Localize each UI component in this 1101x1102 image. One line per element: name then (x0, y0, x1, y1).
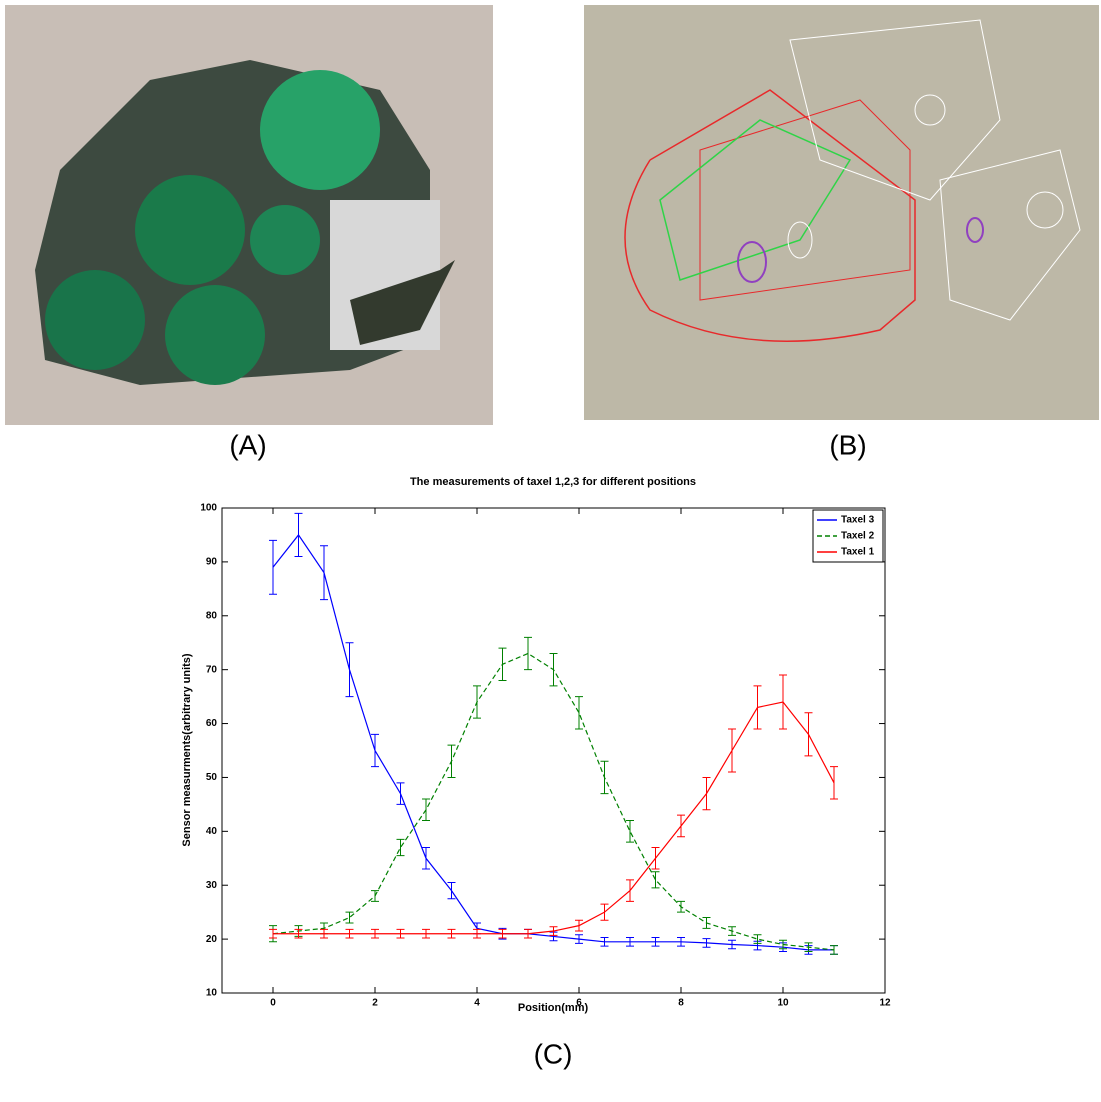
legend-label: Taxel 2 (841, 531, 875, 542)
y-tick-label: 70 (206, 664, 218, 675)
plot-area (221, 507, 886, 994)
error-bar (320, 928, 328, 939)
error-bar (575, 696, 583, 730)
legend-label: Taxel 1 (841, 547, 875, 558)
error-bar (677, 814, 685, 838)
legend-label: Taxel 3 (841, 515, 875, 526)
error-bar (830, 945, 838, 955)
y-tick-label: 100 (200, 503, 217, 514)
error-bar (396, 838, 405, 857)
error-bar (345, 642, 354, 698)
error-bar (779, 939, 787, 950)
error-bar (371, 890, 379, 902)
plot: 0 2 4 6 8 10 12 10 20 30 40 50 60 70 80 90 100 Taxel 3 Tax… (200, 503, 891, 1009)
y-tick-label: 10 (206, 988, 218, 999)
error-bar (651, 847, 660, 870)
error-bar (753, 685, 762, 730)
cad-b (584, 5, 1099, 420)
x-tick-label: 4 (474, 998, 480, 1009)
error-bar (753, 934, 762, 944)
error-bar (702, 938, 711, 948)
x-tick-label: 8 (678, 998, 684, 1009)
error-bar (294, 928, 303, 939)
photo-a (5, 5, 493, 425)
error-bar (269, 928, 277, 939)
y-tick-label: 80 (206, 610, 218, 621)
error-bar (600, 903, 609, 921)
error-bar (575, 919, 583, 932)
error-bar (651, 871, 660, 889)
y-tick-label: 40 (206, 826, 218, 837)
error-bar (830, 766, 838, 800)
error-bar (371, 733, 379, 768)
error-bar (677, 936, 685, 947)
error-bar (447, 882, 456, 900)
error-bar (269, 539, 277, 595)
panel-label: (B) (829, 429, 866, 460)
error-bar (728, 926, 736, 936)
error-bar (702, 917, 711, 929)
y-tick-label: 20 (206, 934, 218, 945)
x-tick-label: 12 (879, 998, 891, 1009)
error-bar (626, 820, 634, 843)
error-bar (447, 928, 456, 939)
error-bar (728, 728, 736, 773)
y-tick-label: 50 (206, 772, 218, 783)
error-bar (804, 942, 813, 953)
y-tick-label: 30 (206, 880, 218, 891)
error-bar (447, 744, 456, 778)
y-tick-label: 90 (206, 557, 218, 568)
error-bar (804, 712, 813, 757)
x-tick-label: 10 (777, 998, 789, 1009)
error-bar (396, 782, 405, 805)
error-bar (422, 798, 430, 822)
error-bar (524, 636, 532, 671)
error-bar (702, 776, 711, 811)
error-bar (549, 926, 558, 936)
error-bar (728, 939, 736, 950)
error-bar (320, 545, 328, 601)
error-bar (345, 928, 354, 939)
error-bar (549, 653, 558, 687)
y-tick-label: 60 (206, 718, 218, 729)
legend-box (812, 509, 884, 563)
error-bar (473, 685, 481, 719)
error-bar (626, 936, 634, 947)
x-axis-label: Position(mm) (518, 1002, 589, 1014)
error-bar (677, 900, 685, 913)
error-bar (498, 647, 507, 681)
error-bar (396, 928, 405, 939)
panel-label: (A) (229, 429, 266, 460)
error-bar (600, 936, 609, 947)
error-bar (371, 928, 379, 939)
error-bar (422, 847, 430, 870)
error-bar (473, 928, 481, 939)
error-bar (575, 934, 583, 944)
error-bar (600, 760, 609, 795)
error-bar (779, 674, 787, 730)
error-bar (498, 928, 507, 939)
error-bar (524, 928, 532, 939)
error-bar (422, 928, 430, 939)
error-bar (626, 879, 634, 902)
chart-title: The measurements of taxel 1,2,3 for diff… (410, 476, 696, 488)
error-bar (294, 512, 303, 557)
error-bar (345, 911, 354, 924)
x-tick-label: 6 (576, 998, 582, 1009)
x-tick-label: 2 (372, 998, 378, 1009)
panel-label: (C) (534, 1038, 573, 1069)
x-tick-label: 0 (270, 998, 276, 1009)
y-axis-label: Sensor measurments(arbitrary units) (181, 653, 193, 847)
error-bar (651, 936, 660, 947)
